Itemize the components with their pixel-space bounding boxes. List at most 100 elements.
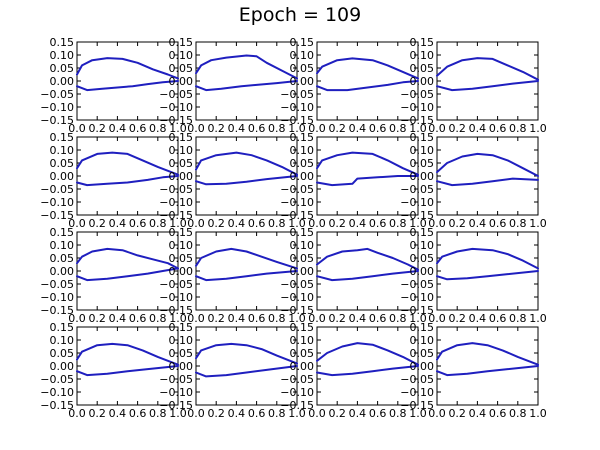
airfoil-upper-curve xyxy=(316,247,419,271)
y-tick-label: 0.05 xyxy=(290,347,315,360)
x-tick-label: 0.0 xyxy=(187,312,205,325)
x-tick-label: 0.6 xyxy=(369,312,387,325)
y-tick-label: −0.05 xyxy=(400,183,434,196)
x-tick-label: 0.4 xyxy=(469,407,487,420)
x-tick-label: 0.2 xyxy=(448,407,466,420)
airfoil-lower-curve xyxy=(76,80,179,92)
y-tick-label: 0.05 xyxy=(410,62,435,75)
y-tick-label: −0.15 xyxy=(159,399,193,412)
x-tick-label: 0.0 xyxy=(428,122,446,135)
airfoil-lower-curve xyxy=(436,365,539,377)
airfoil-upper-curve xyxy=(316,151,419,176)
y-tick-label: 0.15 xyxy=(410,131,435,144)
y-tick-label: −0.10 xyxy=(400,386,434,399)
x-tick-label: 0.6 xyxy=(129,407,147,420)
y-tick-label: 0.00 xyxy=(169,265,194,278)
x-tick-label: 0.2 xyxy=(207,312,225,325)
x-tick-label: 0.0 xyxy=(308,407,326,420)
x-tick-label: 0.8 xyxy=(149,407,167,420)
x-tick-label: 0.8 xyxy=(389,217,407,230)
y-tick-label: −0.15 xyxy=(40,114,74,127)
x-tick-label: 0.6 xyxy=(489,217,507,230)
x-tick-label: 0.6 xyxy=(248,217,266,230)
y-tick-label: −0.15 xyxy=(40,209,74,222)
y-tick-label: 0.00 xyxy=(410,265,435,278)
x-tick-label: 1.0 xyxy=(409,217,427,230)
y-tick-label: −0.05 xyxy=(400,278,434,291)
y-tick-label: 0.05 xyxy=(169,157,194,170)
y-tick-label: 0.15 xyxy=(169,226,194,239)
y-tick-label: 0.05 xyxy=(410,347,435,360)
x-tick-label: 0.2 xyxy=(448,122,466,135)
y-tick-label: 0.10 xyxy=(50,144,75,157)
subplot-frame xyxy=(436,231,539,311)
x-tick-label: 0.0 xyxy=(187,407,205,420)
y-tick-label: −0.05 xyxy=(400,373,434,386)
y-tick-label: 0.05 xyxy=(410,157,435,170)
x-tick-label: 0.4 xyxy=(228,122,246,135)
x-tick-label: 0.2 xyxy=(88,407,106,420)
x-tick-label: 0.0 xyxy=(68,217,86,230)
x-tick-label: 0.8 xyxy=(149,122,167,135)
x-tick-label: 0.2 xyxy=(88,122,106,135)
x-tick-label: 1.0 xyxy=(288,407,306,420)
y-tick-label: 0.10 xyxy=(290,334,315,347)
y-tick-label: 0.10 xyxy=(410,334,435,347)
y-tick-label: −0.15 xyxy=(159,304,193,317)
x-tick-label: 0.8 xyxy=(149,312,167,325)
x-tick-label: 0.8 xyxy=(509,217,527,230)
x-tick-label: 0.2 xyxy=(328,312,346,325)
x-tick-label: 0.4 xyxy=(109,122,127,135)
x-tick-label: 0.8 xyxy=(389,312,407,325)
x-tick-label: 0.4 xyxy=(469,122,487,135)
y-tick-label: 0.00 xyxy=(410,75,435,88)
x-tick-label: 0.0 xyxy=(308,122,326,135)
y-tick-label: −0.05 xyxy=(400,88,434,101)
x-tick-label: 0.2 xyxy=(448,217,466,230)
y-tick-label: −0.15 xyxy=(280,114,314,127)
y-tick-label: 0.00 xyxy=(290,265,315,278)
x-tick-label: 1.0 xyxy=(529,407,547,420)
airfoil-upper-curve xyxy=(436,247,539,270)
airfoil-lower-curve xyxy=(76,267,179,282)
x-tick-label: 0.6 xyxy=(248,122,266,135)
x-tick-label: 0.8 xyxy=(268,407,286,420)
airfoil-lower-curve xyxy=(316,365,419,377)
x-tick-label: 1.0 xyxy=(169,122,187,135)
airfoil-lower-curve xyxy=(76,365,179,377)
x-tick-label: 0.4 xyxy=(349,407,367,420)
y-tick-label: 0.05 xyxy=(410,252,435,265)
airfoil-upper-curve xyxy=(195,151,298,176)
airfoil-upper-curve xyxy=(195,247,298,270)
x-tick-label: 1.0 xyxy=(169,217,187,230)
x-tick-label: 1.0 xyxy=(409,122,427,135)
figure-title: Epoch = 109 xyxy=(238,4,362,26)
x-tick-label: 0.8 xyxy=(389,122,407,135)
y-tick-label: −0.05 xyxy=(159,88,193,101)
y-tick-label: 0.15 xyxy=(290,321,315,334)
y-tick-label: −0.15 xyxy=(280,209,314,222)
y-tick-label: −0.10 xyxy=(40,386,74,399)
y-tick-label: 0.05 xyxy=(169,252,194,265)
x-tick-label: 0.8 xyxy=(268,312,286,325)
airfoil-upper-curve xyxy=(316,57,419,80)
x-tick-label: 1.0 xyxy=(288,217,306,230)
y-tick-label: −0.05 xyxy=(40,373,74,386)
y-tick-label: −0.15 xyxy=(280,399,314,412)
y-tick-label: 0.00 xyxy=(50,75,75,88)
x-tick-label: 0.4 xyxy=(109,407,127,420)
y-tick-label: 0.10 xyxy=(290,144,315,157)
y-tick-label: 0.10 xyxy=(410,144,435,157)
x-tick-label: 0.0 xyxy=(68,407,86,420)
x-tick-label: 0.8 xyxy=(509,312,527,325)
y-tick-label: 0.05 xyxy=(50,62,75,75)
y-tick-label: −0.15 xyxy=(400,114,434,127)
x-tick-label: 1.0 xyxy=(288,312,306,325)
airfoil-lower-curve xyxy=(316,80,419,92)
y-tick-label: −0.10 xyxy=(280,291,314,304)
y-tick-label: −0.15 xyxy=(40,399,74,412)
y-tick-label: −0.05 xyxy=(40,88,74,101)
airfoil-lower-curve xyxy=(436,270,539,281)
x-tick-label: 0.0 xyxy=(428,407,446,420)
